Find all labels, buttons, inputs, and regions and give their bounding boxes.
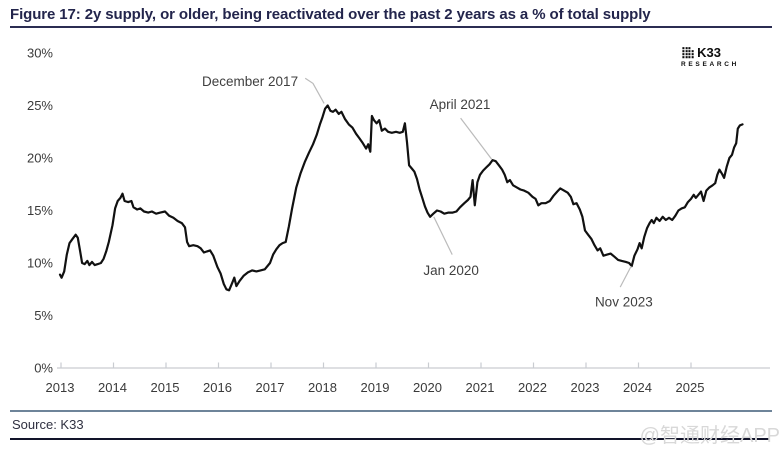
figure-title: Figure 17: 2y supply, or older, being re… [10,6,651,23]
y-tick-label: 25% [27,98,53,113]
x-tick-label: 2020 [413,380,442,395]
annotation-leader-line [460,117,493,160]
title-divider [10,26,772,28]
y-tick-label: 10% [27,256,53,271]
k33-logo-icon: ⣿⣷ [681,46,695,59]
x-tick-label: 2017 [256,380,285,395]
annotation-label: April 2021 [430,97,491,112]
watermark-text: @智通财经APP [639,425,780,447]
x-tick-label: 2025 [676,380,705,395]
annotation-leader-line [619,265,632,288]
x-tick-label: 2013 [46,380,75,395]
line-chart: 2013 2014 2015 2016 2017 2018 2019 2020 2021 2022… [27,46,770,395]
x-tick-label: 2016 [203,380,232,395]
y-tick-label: 5% [34,308,53,323]
y-tick-label: 15% [27,203,53,218]
x-tick-label: 2015 [151,380,180,395]
x-tick-label: 2014 [98,380,127,395]
y-tick-label: 30% [27,46,53,61]
source-divider-top [10,410,772,412]
annotation-leader-line [304,77,325,104]
y-tick-label: 20% [27,151,53,166]
x-tick-label: 2019 [361,380,390,395]
annotation-label: Jan 2020 [423,263,479,278]
annotation-label: December 2017 [202,74,298,89]
source-label: Source: K33 [12,417,84,432]
x-tick-label: 2024 [623,380,652,395]
annotation-leader-line [433,216,453,255]
k33-logo-name: K33 [697,45,721,60]
y-tick-label: 0% [34,361,53,376]
annotation-label: Nov 2023 [595,294,653,309]
k33-research-logo: ⣿⣷ K33 RESEARCH [681,45,740,69]
x-tick-label: 2018 [308,380,337,395]
series-line [58,104,744,292]
source-divider-bottom [10,438,770,440]
x-tick-label: 2021 [466,380,495,395]
x-tick-label: 2022 [518,380,547,395]
k33-logo-subtitle: RESEARCH [681,61,740,68]
x-tick-label: 2023 [571,380,600,395]
